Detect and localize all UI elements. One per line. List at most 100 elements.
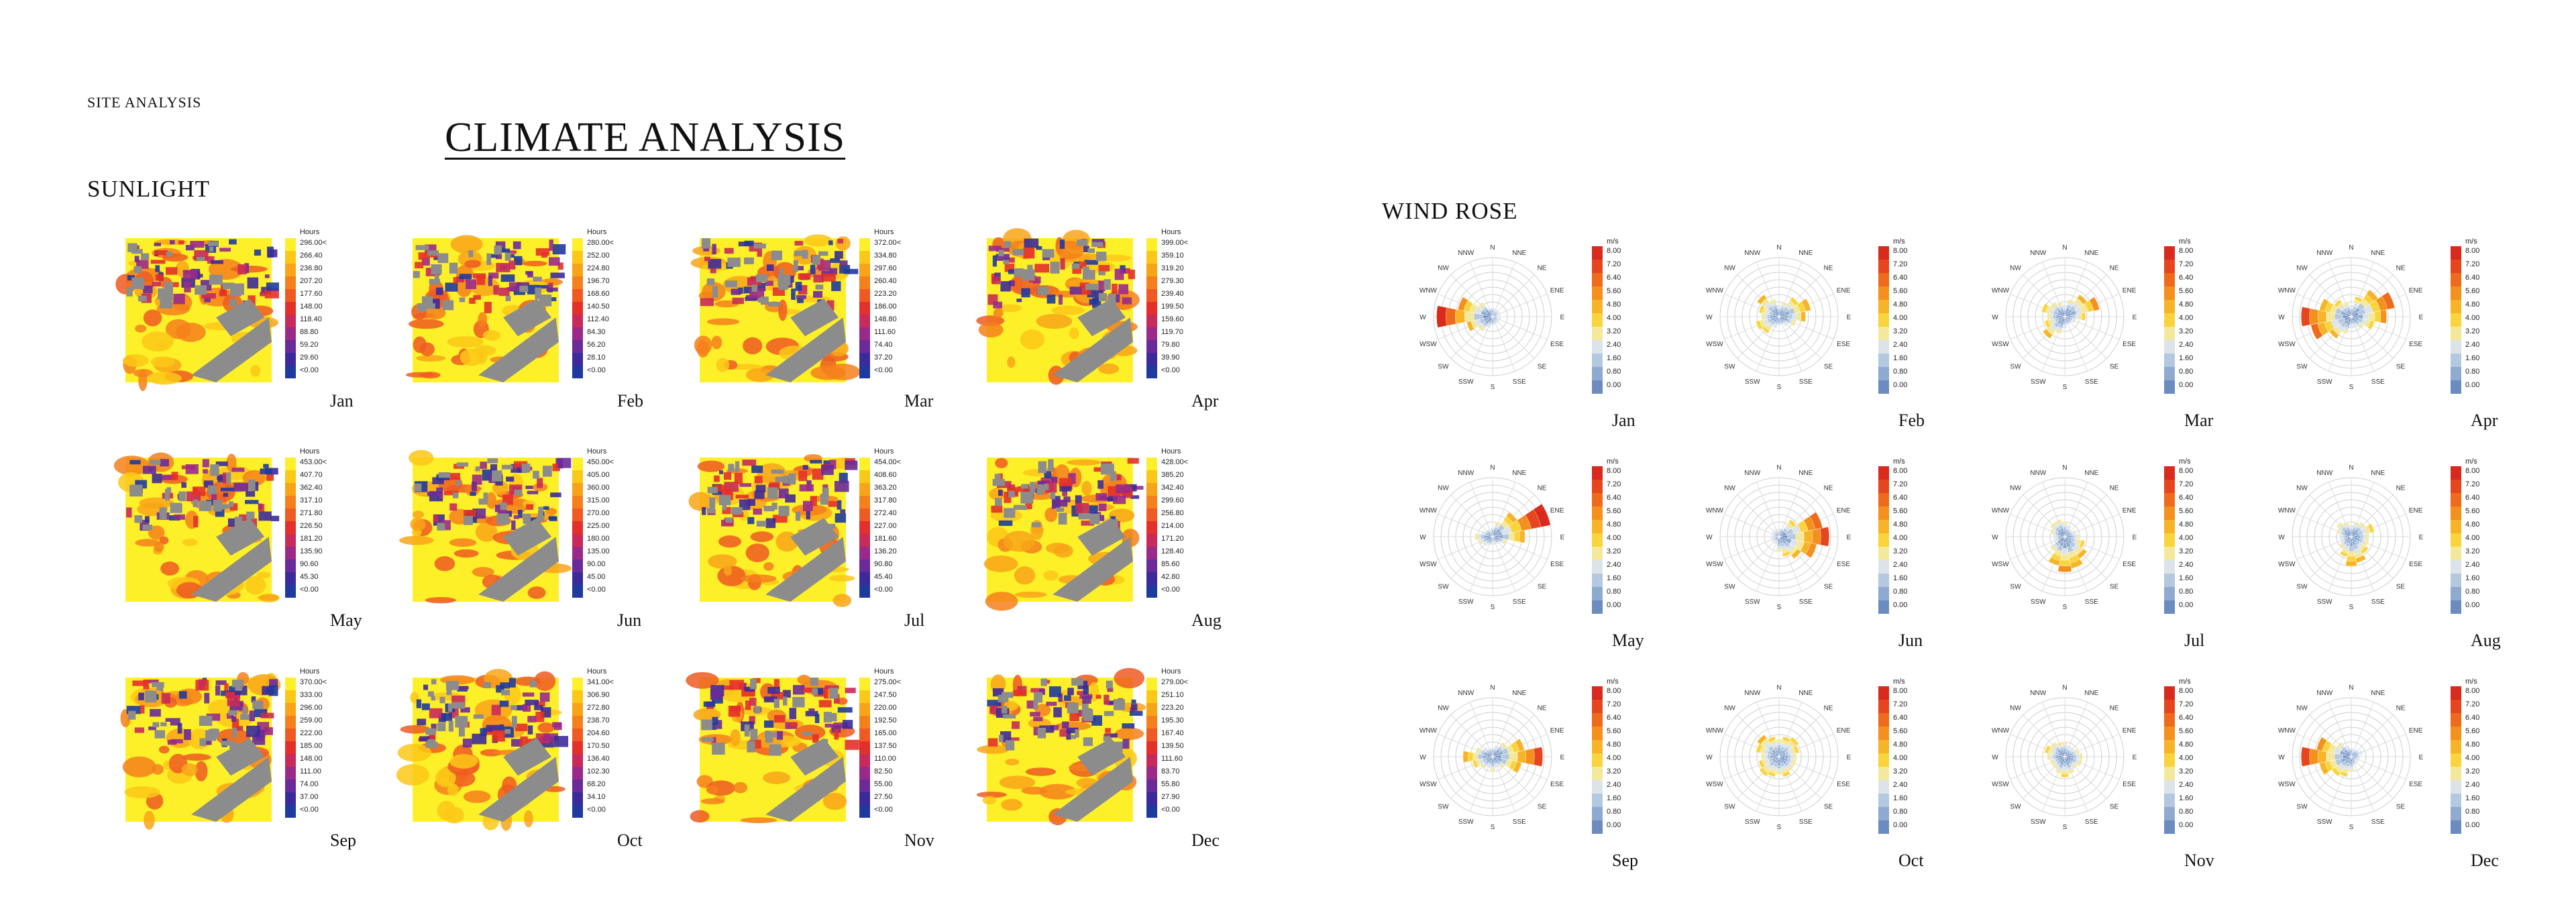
sunlight-map-jan: Hours 296.00< 266.40 236.80 207.20 177.60 148.… bbox=[115, 228, 327, 391]
wind-direction-label: SE bbox=[2396, 584, 2406, 591]
sunlight-legend-tick: 306.90 bbox=[587, 691, 610, 699]
sunlight-legend-tick: 45.40 bbox=[874, 573, 893, 581]
wind-legend-tick: 4.80 bbox=[2179, 521, 2193, 529]
wind-direction-label: SE bbox=[1824, 364, 1833, 371]
wind-direction-label: WSW bbox=[2278, 561, 2296, 568]
sunlight-legend-tick: 227.00 bbox=[874, 522, 897, 530]
wind-direction-label: ESE bbox=[1550, 561, 1564, 568]
wind-direction-label: NNW bbox=[2030, 470, 2046, 477]
wind-direction-label: NNE bbox=[2371, 250, 2385, 257]
sunlight-map-mar: Hours 372.00< 334.80 297.60 260.40 223.20 186.… bbox=[690, 228, 901, 382]
wind-direction-label: SSW bbox=[2317, 818, 2332, 826]
wind-direction-label: SE bbox=[1824, 584, 1833, 591]
sunlight-legend-tick: 279.30 bbox=[1161, 277, 1184, 285]
wind-direction-label: ENE bbox=[1550, 727, 1564, 735]
wind-direction-label: N bbox=[1776, 684, 1781, 692]
wind-legend-tick: 7.20 bbox=[1607, 260, 1621, 268]
wind-legend-tick: 3.20 bbox=[2465, 767, 2479, 775]
sunlight-legend-tick: 171.20 bbox=[1161, 535, 1184, 543]
wind-rose-apr: N NNE NE ENE E ESE SE SSE S SSW SW WSW W WNW NW NNW m/s8… bbox=[2278, 237, 2479, 394]
wind-direction-label: E bbox=[2419, 314, 2424, 321]
wind-direction-label: NW bbox=[1438, 264, 1449, 272]
wind-direction-label: N bbox=[2349, 684, 2353, 692]
wind-legend-tick: 4.00 bbox=[1607, 534, 1621, 542]
sunlight-month-label: Mar bbox=[904, 391, 934, 411]
wind-direction-label: NNW bbox=[2030, 690, 2046, 697]
wind-legend-tick: 8.00 bbox=[2465, 247, 2479, 255]
wind-direction-label: WSW bbox=[1992, 781, 2009, 788]
sunlight-legend-tick: 37.00 bbox=[300, 793, 319, 801]
sunlight-legend-tick: 37.20 bbox=[874, 354, 893, 362]
sunlight-legend-tick: 370.00< bbox=[300, 678, 327, 686]
wind-legend-tick: 8.00 bbox=[2465, 687, 2479, 695]
wind-direction-label: NNE bbox=[2084, 690, 2098, 697]
sunlight-legend-tick: 239.40 bbox=[1161, 290, 1184, 298]
sunlight-legend-tick: 79.80 bbox=[1161, 341, 1180, 349]
sunlight-legend-tick: <0.00 bbox=[1161, 586, 1180, 594]
sunlight-legend-tick: 90.00 bbox=[587, 560, 606, 568]
wind-direction-label: WSW bbox=[1419, 781, 1437, 788]
wind-direction-label: NE bbox=[2110, 484, 2119, 492]
wind-rose-may: N NNE NE ENE E ESE SE SSE S SSW SW WSW W WNW NW NNW m/s8… bbox=[1419, 458, 1621, 614]
wind-direction-label: WNW bbox=[1419, 507, 1438, 515]
wind-legend-tick: 4.80 bbox=[2465, 741, 2479, 749]
wind-direction-label: WNW bbox=[1706, 727, 1724, 735]
sunlight-legend-unit: Hours bbox=[587, 667, 607, 676]
wind-legend-tick: 4.80 bbox=[1607, 301, 1621, 309]
wind-petal bbox=[2063, 533, 2065, 537]
sunlight-legend-tick: 55.00 bbox=[874, 780, 893, 788]
wind-direction-label: SSE bbox=[1513, 378, 1526, 386]
sunlight-legend-tick: <0.00 bbox=[1161, 806, 1180, 814]
wind-direction-label: S bbox=[2063, 604, 2068, 611]
wind-month-label: Mar bbox=[2184, 411, 2214, 430]
wind-direction-label: NNW bbox=[1458, 690, 1474, 697]
wind-legend-tick: 4.00 bbox=[2465, 754, 2479, 762]
wind-direction-label: SSE bbox=[2085, 598, 2098, 606]
wind-direction-label: W bbox=[1419, 314, 1426, 321]
wind-legend-tick: 4.00 bbox=[1893, 754, 1907, 762]
wind-direction-label: SW bbox=[2010, 584, 2021, 591]
wind-direction-label: SSW bbox=[1745, 378, 1760, 386]
wind-direction-label: NNW bbox=[2316, 690, 2332, 697]
wind-legend-tick: 5.60 bbox=[2465, 727, 2479, 735]
wind-legend-tick: 1.60 bbox=[2179, 354, 2193, 362]
sunlight-legend-tick: 55.80 bbox=[1161, 780, 1180, 788]
wind-legend-tick: 2.40 bbox=[2465, 561, 2479, 569]
wind-legend-tick: 6.40 bbox=[2179, 714, 2193, 722]
wind-legend-tick: 1.60 bbox=[2465, 354, 2479, 362]
wind-direction-label: SSW bbox=[1458, 598, 1474, 606]
wind-petal bbox=[1491, 755, 1493, 757]
wind-legend-tick: 0.80 bbox=[2465, 588, 2479, 596]
wind-legend-tick: 0.00 bbox=[2465, 601, 2479, 609]
wind-legend-tick: 7.20 bbox=[2179, 260, 2193, 268]
sunlight-legend-tick: 260.40 bbox=[874, 277, 897, 285]
wind-direction-label: ENE bbox=[2123, 507, 2137, 515]
sunlight-month-label: Feb bbox=[617, 391, 643, 411]
wind-direction-label: NNE bbox=[2084, 250, 2098, 257]
wind-direction-label: SE bbox=[1824, 804, 1833, 811]
sunlight-legend-tick: 453.00< bbox=[300, 458, 327, 466]
sunlight-legend-tick: <0.00 bbox=[300, 366, 319, 374]
wind-direction-label: W bbox=[1706, 314, 1713, 321]
sunlight-legend-tick: 236.80 bbox=[300, 264, 323, 272]
sunlight-legend-tick: 222.00 bbox=[300, 729, 323, 737]
wind-legend-tick: 6.40 bbox=[2465, 494, 2479, 502]
wind-direction-label: SE bbox=[1538, 584, 1547, 591]
wind-direction-label: SSW bbox=[2317, 378, 2332, 386]
sunlight-legend-tick: 195.30 bbox=[1161, 716, 1184, 725]
sunlight-legend-tick: <0.00 bbox=[874, 366, 893, 374]
wind-direction-label: SSE bbox=[2371, 818, 2385, 826]
wind-direction-label: WSW bbox=[2278, 781, 2296, 788]
sunlight-legend-tick: <0.00 bbox=[874, 806, 893, 814]
sunlight-month-label: Nov bbox=[904, 830, 934, 850]
wind-direction-label: NW bbox=[2010, 704, 2021, 712]
wind-direction-label: NW bbox=[1438, 484, 1449, 492]
wind-direction-label: NNW bbox=[1744, 250, 1760, 257]
sunlight-legend-tick: 82.50 bbox=[874, 767, 893, 775]
sunlight-legend-tick: 85.60 bbox=[1161, 560, 1180, 568]
sunlight-legend-unit: Hours bbox=[300, 667, 320, 676]
wind-direction-label: WNW bbox=[1706, 507, 1724, 515]
sunlight-legend-tick: 428.00< bbox=[1161, 458, 1188, 466]
wind-legend-tick: 1.60 bbox=[2179, 794, 2193, 802]
wind-direction-label: S bbox=[1491, 604, 1495, 611]
